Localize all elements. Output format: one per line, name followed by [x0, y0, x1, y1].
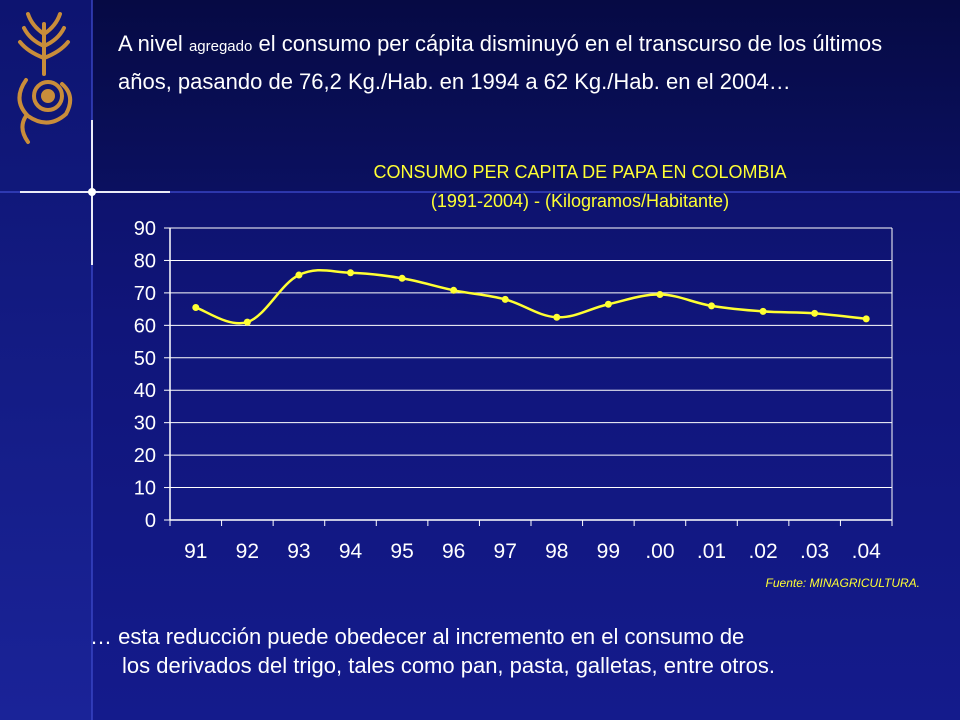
headline-part1: A nivel	[118, 31, 189, 56]
source-note: Fuente: MINAGRICULTURA.	[765, 576, 920, 590]
data-point	[501, 295, 509, 303]
x-tick-label: .01	[697, 540, 726, 563]
data-point	[604, 300, 612, 308]
x-tick-label: 92	[236, 540, 259, 563]
headline-part2: el consumo per cápita disminuyó en el tr…	[118, 31, 883, 94]
headline-small: agregado	[188, 38, 253, 55]
footer-line1: … esta reducción puede obedecer al incre…	[90, 624, 745, 649]
y-tick-label: 80	[134, 250, 156, 272]
x-tick-label: 97	[494, 540, 517, 563]
series-line	[195, 269, 867, 325]
y-tick-label: 0	[145, 510, 156, 532]
chart-subtitle: (1991-2004) - (Kilogramos/Habitante)	[430, 191, 730, 211]
x-tick-label: 94	[339, 540, 363, 563]
y-tick-label: 90	[134, 218, 156, 240]
chart-title-block: CONSUMO PER CAPITA DE PAPA EN COLOMBIA (…	[180, 158, 960, 216]
y-tick-label: 40	[134, 380, 156, 402]
data-point	[192, 303, 200, 311]
x-tick-label: 96	[442, 540, 465, 563]
x-tick-label: .04	[852, 540, 882, 563]
footer-text: … esta reducción puede obedecer al incre…	[90, 622, 910, 680]
x-tick-label: 98	[545, 540, 568, 563]
data-point	[243, 318, 251, 326]
data-point	[708, 302, 715, 310]
x-tick-label: 93	[287, 540, 310, 563]
data-point	[553, 313, 561, 321]
x-tick-label: 95	[390, 540, 413, 563]
headline-text: A nivel agregado el consumo per cápita d…	[118, 26, 918, 99]
footer-line2: los derivados del trigo, tales como pan,…	[122, 653, 776, 678]
x-tick-label: .00	[645, 540, 674, 563]
data-point	[398, 274, 406, 282]
data-point	[811, 309, 819, 317]
data-point	[450, 286, 458, 294]
x-tick-label: .02	[748, 540, 777, 563]
data-point	[656, 291, 664, 299]
y-tick-label: 30	[134, 413, 156, 435]
x-tick-label: .03	[800, 540, 829, 563]
header-band	[0, 0, 960, 192]
data-point	[295, 271, 303, 279]
data-point	[862, 315, 870, 323]
y-tick-label: 60	[134, 315, 156, 337]
y-tick-label: 70	[134, 283, 156, 305]
logo-icon	[17, 12, 73, 144]
y-tick-label: 20	[134, 445, 156, 467]
x-tick-label: 99	[597, 540, 620, 563]
x-tick-label: 91	[184, 540, 207, 563]
y-tick-label: 50	[134, 348, 156, 370]
data-point	[347, 269, 354, 277]
data-point	[759, 307, 767, 315]
left-band	[0, 0, 92, 720]
chart-title: CONSUMO PER CAPITA DE PAPA EN COLOMBIA	[373, 162, 787, 182]
y-tick-label: 10	[134, 478, 156, 500]
